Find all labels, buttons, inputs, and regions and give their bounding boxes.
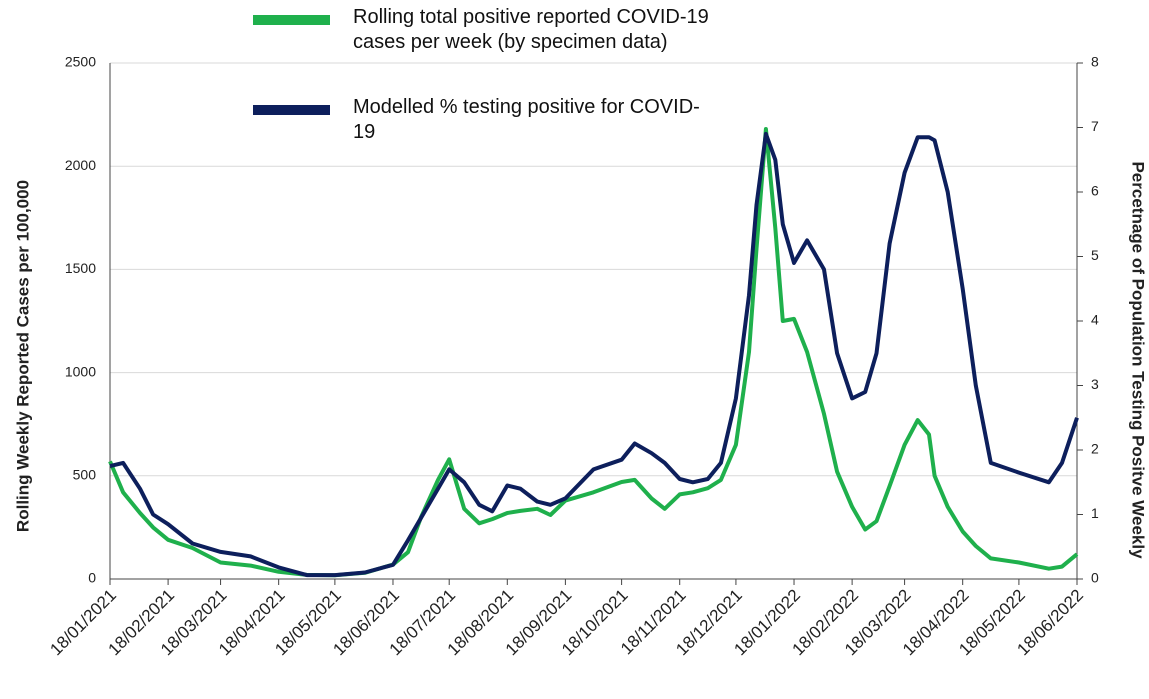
y2-tick-label: 0: [1091, 570, 1099, 586]
y2-axis-title: Percetnage of Population Testing Positve…: [1129, 161, 1148, 559]
y-tick-label: 2000: [65, 157, 96, 173]
y-tick-label: 0: [88, 570, 96, 586]
y2-tick-label: 1: [1091, 505, 1099, 521]
y-tick-label: 1500: [65, 260, 96, 276]
legend-item: Modelled % testing positive for COVID-19: [253, 95, 713, 145]
y2-tick-label: 5: [1091, 247, 1099, 263]
legend-item: Rolling total positive reported COVID-19…: [253, 5, 713, 55]
series-line: [108, 127, 1079, 578]
y2-tick-label: 6: [1091, 183, 1099, 199]
y-axis-title: Rolling Weekly Reported Cases per 100,00…: [13, 180, 32, 532]
legend-label: Modelled % testing positive for COVID-19: [353, 96, 700, 143]
y2-tick-label: 8: [1091, 54, 1099, 70]
y2-tick-label: 7: [1091, 118, 1099, 134]
y2-tick-label: 4: [1091, 312, 1099, 328]
legend-label: Rolling total positive reported COVID-19…: [353, 6, 709, 53]
series-line: [109, 131, 1079, 578]
y-tick-label: 2500: [65, 54, 96, 70]
y2-tick-label: 2: [1091, 441, 1099, 457]
legend-swatch: [253, 105, 330, 115]
y-tick-label: 1000: [65, 363, 96, 379]
y-tick-label: 500: [73, 467, 97, 483]
y2-tick-label: 3: [1091, 376, 1099, 392]
legend-swatch: [253, 15, 330, 25]
